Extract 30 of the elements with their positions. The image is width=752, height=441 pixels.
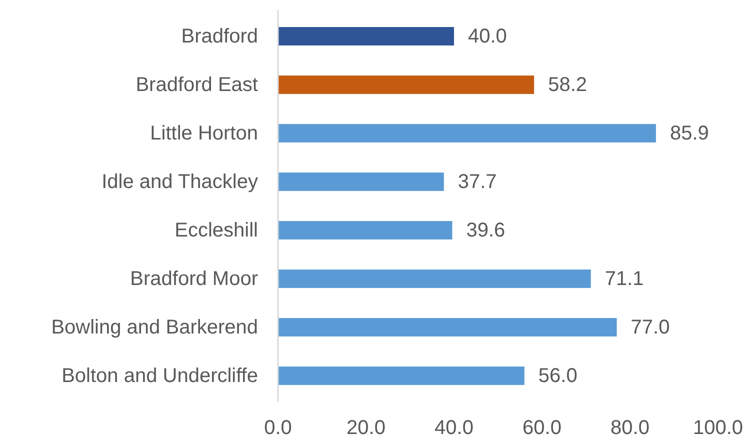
x-tick-label: 20.0 bbox=[346, 417, 386, 439]
y-tick-label: Bowling and Barkerend bbox=[51, 316, 258, 338]
bar bbox=[278, 76, 534, 94]
bar bbox=[278, 221, 452, 240]
x-tick-label: 80.0 bbox=[610, 417, 650, 439]
data-label: 56.0 bbox=[538, 364, 578, 387]
data-label: 77.0 bbox=[630, 316, 670, 338]
x-tick-label: 100.0 bbox=[692, 417, 744, 439]
x-tick-label: 0.0 bbox=[264, 417, 292, 439]
y-tick-label: Bradford East bbox=[136, 74, 258, 96]
bar bbox=[278, 27, 454, 46]
bar bbox=[278, 172, 444, 191]
data-label: 71.1 bbox=[604, 268, 644, 290]
data-label: 40.0 bbox=[468, 25, 507, 48]
x-tick-label: 60.0 bbox=[522, 417, 562, 439]
bar bbox=[278, 270, 591, 288]
bar bbox=[278, 318, 617, 336]
bar bbox=[278, 366, 524, 385]
x-tick-label: 40.0 bbox=[434, 417, 474, 439]
y-tick-label: Eccleshill bbox=[174, 219, 258, 242]
bar bbox=[278, 124, 656, 142]
y-tick-label: Bolton and Undercliffe bbox=[62, 364, 258, 387]
y-tick-label: Little Horton bbox=[150, 122, 258, 144]
y-tick-label: Bradford bbox=[181, 25, 258, 48]
y-tick-label: Idle and Thackley bbox=[102, 170, 258, 193]
data-label: 37.7 bbox=[458, 170, 497, 193]
data-label: 39.6 bbox=[466, 219, 506, 242]
data-label: 85.9 bbox=[670, 122, 709, 144]
y-tick-label: Bradford Moor bbox=[130, 268, 258, 290]
data-label: 58.2 bbox=[548, 74, 588, 96]
